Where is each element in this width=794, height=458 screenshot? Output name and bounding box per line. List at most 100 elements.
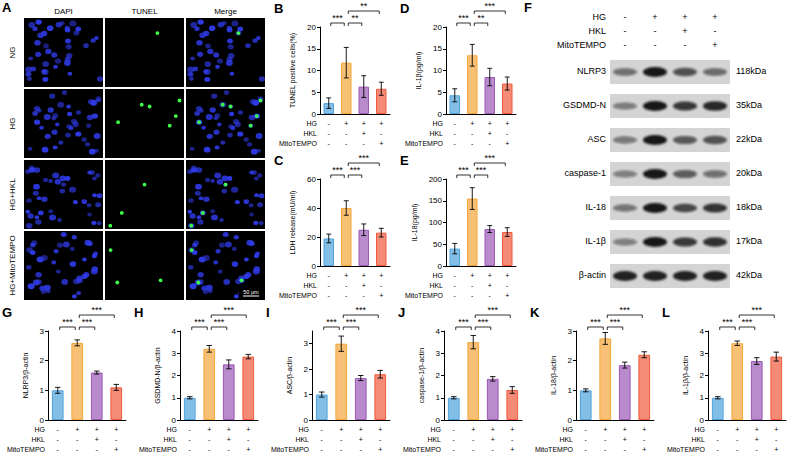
svg-text:2: 2 <box>172 371 177 380</box>
svg-text:+: + <box>603 426 607 433</box>
svg-text:-: - <box>96 446 99 453</box>
svg-text:0: 0 <box>304 416 309 425</box>
svg-text:3: 3 <box>436 349 441 358</box>
svg-text:-: - <box>506 282 509 289</box>
svg-text:-: - <box>471 130 474 137</box>
svg-text:GSDMD-N: GSDMD-N <box>563 100 606 110</box>
svg-text:ASC: ASC <box>587 134 606 144</box>
svg-text:***: *** <box>722 317 733 327</box>
svg-text:-: - <box>189 436 192 443</box>
svg-text:-: - <box>360 446 363 453</box>
svg-text:-: - <box>321 436 324 443</box>
svg-text:NG: NG <box>8 47 17 59</box>
svg-text:4: 4 <box>172 327 177 336</box>
svg-text:***: *** <box>332 13 343 23</box>
svg-text:1: 1 <box>436 393 441 402</box>
svg-text:+: + <box>207 426 211 433</box>
svg-text:-: - <box>379 436 382 443</box>
svg-text:LDH release(mU/ml): LDH release(mU/ml) <box>289 191 297 255</box>
svg-text:50 μm: 50 μm <box>243 289 259 295</box>
svg-text:-: - <box>340 446 343 453</box>
svg-text:+: + <box>488 120 492 127</box>
svg-text:**: ** <box>477 13 485 23</box>
svg-text:2: 2 <box>436 371 441 380</box>
svg-text:+: + <box>362 282 366 289</box>
svg-text:18kDa: 18kDa <box>736 202 762 212</box>
svg-text:10: 10 <box>307 66 316 75</box>
svg-text:HKL: HKL <box>691 436 705 443</box>
svg-text:118kDa: 118kDa <box>736 66 766 76</box>
svg-text:0: 0 <box>312 110 317 119</box>
svg-text:+: + <box>344 120 348 127</box>
svg-text:***: *** <box>346 317 357 327</box>
svg-text:F: F <box>524 0 532 15</box>
svg-text:+: + <box>471 426 475 433</box>
svg-text:1: 1 <box>172 393 177 402</box>
svg-text:***: *** <box>458 13 469 23</box>
svg-text:+: + <box>510 446 514 453</box>
svg-text:0: 0 <box>172 416 177 425</box>
svg-text:1: 1 <box>304 390 309 399</box>
svg-text:+: + <box>755 436 759 443</box>
svg-text:MitoTEMPO: MitoTEMPO <box>535 446 574 453</box>
svg-text:-: - <box>247 436 250 443</box>
svg-text:+: + <box>682 26 687 36</box>
svg-text:HG: HG <box>593 12 607 22</box>
svg-text:***: *** <box>91 305 102 315</box>
svg-text:***: *** <box>610 317 621 327</box>
svg-text:-: - <box>471 140 474 147</box>
svg-text:+: + <box>510 426 514 433</box>
svg-text:-: - <box>454 120 457 127</box>
svg-text:HG+HKL: HG+HKL <box>8 178 17 211</box>
svg-text:-: - <box>321 426 324 433</box>
svg-text:3: 3 <box>304 339 309 348</box>
svg-text:GSDMD-N/β-actin: GSDMD-N/β-actin <box>154 347 162 404</box>
svg-text:***: *** <box>326 317 337 327</box>
svg-text:+: + <box>652 12 657 22</box>
svg-text:0: 0 <box>312 262 317 271</box>
svg-text:+: + <box>491 436 495 443</box>
svg-text:-: - <box>643 436 646 443</box>
svg-text:+: + <box>114 426 118 433</box>
svg-text:-: - <box>345 292 348 299</box>
svg-text:+: + <box>75 426 79 433</box>
svg-text:HKL: HKL <box>295 436 309 443</box>
svg-text:+: + <box>344 272 348 279</box>
svg-text:***: *** <box>590 317 601 327</box>
svg-text:+: + <box>642 446 646 453</box>
svg-text:17kDa: 17kDa <box>736 236 762 246</box>
svg-text:***: *** <box>62 317 73 327</box>
svg-text:+: + <box>246 426 250 433</box>
svg-text:-: - <box>506 130 509 137</box>
svg-text:HG: HG <box>307 120 318 127</box>
svg-text:MitoTEMPO: MitoTEMPO <box>271 446 310 453</box>
svg-text:***: *** <box>355 305 366 315</box>
svg-text:+: + <box>362 130 366 137</box>
svg-text:35kDa: 35kDa <box>736 100 762 110</box>
svg-text:-: - <box>454 282 457 289</box>
svg-text:IL-1β(pg/ml): IL-1β(pg/ml) <box>415 52 423 90</box>
svg-text:20: 20 <box>433 23 442 32</box>
svg-text:+: + <box>712 12 717 22</box>
svg-text:-: - <box>345 130 348 137</box>
svg-text:15: 15 <box>307 44 316 53</box>
svg-text:***: *** <box>194 317 205 327</box>
svg-text:-: - <box>189 426 192 433</box>
svg-text:-: - <box>717 436 720 443</box>
svg-text:***: *** <box>458 165 469 175</box>
svg-text:G: G <box>2 305 12 320</box>
svg-text:3: 3 <box>568 327 573 336</box>
svg-text:-: - <box>453 436 456 443</box>
svg-text:MitoTEMPO: MitoTEMPO <box>7 446 46 453</box>
svg-text:***: *** <box>751 305 762 315</box>
svg-text:HKL: HKL <box>559 436 573 443</box>
svg-text:+: + <box>470 272 474 279</box>
svg-text:HKL: HKL <box>429 130 443 137</box>
svg-text:20: 20 <box>307 233 316 242</box>
svg-text:-: - <box>472 446 475 453</box>
svg-text:22kDa: 22kDa <box>736 134 762 144</box>
svg-text:IL-18/β-actin: IL-18/β-actin <box>550 356 558 395</box>
svg-text:***: *** <box>487 305 498 315</box>
svg-text:NLRP3: NLRP3 <box>577 66 606 76</box>
svg-text:**: ** <box>351 13 359 23</box>
